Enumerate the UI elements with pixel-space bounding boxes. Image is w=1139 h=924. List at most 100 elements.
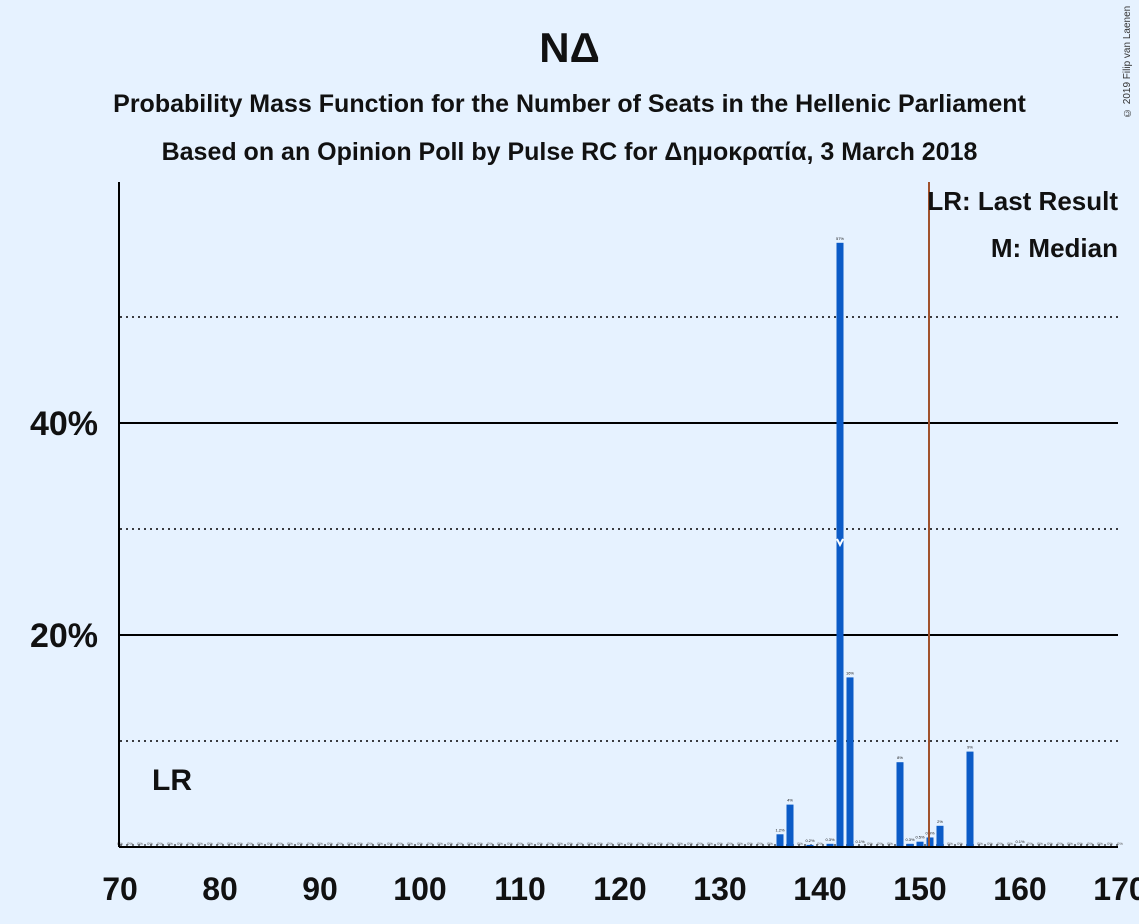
zero-label-seat-165: 0% xyxy=(1067,841,1073,846)
zero-label-seat-140: 0% xyxy=(817,841,823,846)
zero-label-seat-131: 0% xyxy=(727,841,733,846)
zero-label-seat-70: 0% xyxy=(117,841,123,846)
bar-seat-139 xyxy=(806,844,814,847)
zero-label-seat-130: 0% xyxy=(717,841,723,846)
zero-label-seat-106: 0% xyxy=(477,841,483,846)
zero-label-seat-158: 0% xyxy=(997,841,1003,846)
bar-label-seat-137: 4% xyxy=(787,798,793,803)
zero-label-seat-121: 0% xyxy=(627,841,633,846)
zero-label-seat-123: 0% xyxy=(647,841,653,846)
bar-seat-137 xyxy=(786,804,794,847)
zero-label-seat-126: 0% xyxy=(677,841,683,846)
zero-label-seat-133: 0% xyxy=(747,841,753,846)
zero-label-seat-167: 0% xyxy=(1087,841,1093,846)
zero-label-seat-146: 0% xyxy=(877,841,883,846)
zero-label-seat-71: 0% xyxy=(127,841,133,846)
bar-seat-143 xyxy=(846,677,854,847)
zero-label-seat-162: 0% xyxy=(1037,841,1043,846)
zero-label-seat-163: 0% xyxy=(1047,841,1053,846)
zero-label-seat-132: 0% xyxy=(737,841,743,846)
bar-label-seat-152: 2% xyxy=(937,819,943,824)
zero-label-seat-76: 0% xyxy=(177,841,183,846)
zero-label-seat-138: 0% xyxy=(797,841,803,846)
zero-label-seat-72: 0% xyxy=(137,841,143,846)
zero-label-seat-164: 0% xyxy=(1057,841,1063,846)
zero-label-seat-157: 0% xyxy=(987,841,993,846)
zero-label-seat-84: 0% xyxy=(257,841,263,846)
median-marker xyxy=(836,538,844,548)
zero-label-seat-81: 0% xyxy=(227,841,233,846)
zero-label-seat-91: 0% xyxy=(327,841,333,846)
zero-label-seat-125: 0% xyxy=(667,841,673,846)
zero-label-seat-128: 0% xyxy=(697,841,703,846)
x-tick-90: 90 xyxy=(302,871,338,907)
bar-label-seat-142: 57% xyxy=(836,236,844,241)
zero-label-seat-120: 0% xyxy=(617,841,623,846)
bar-label-seat-149: 0.3% xyxy=(905,837,915,842)
x-tick-110: 110 xyxy=(494,871,546,907)
bar-seat-155 xyxy=(966,751,974,847)
bar-label-seat-151: 0.9% xyxy=(925,830,935,835)
zero-label-seat-104: 0% xyxy=(457,841,463,846)
zero-label-seat-82: 0% xyxy=(237,841,243,846)
zero-label-seat-103: 0% xyxy=(447,841,453,846)
zero-label-seat-117: 0% xyxy=(587,841,593,846)
bar-label-seat-143: 16% xyxy=(846,670,854,675)
bar-seat-150 xyxy=(916,841,924,847)
chart-title: ΝΔ xyxy=(539,24,600,71)
zero-label-seat-159: 0% xyxy=(1007,841,1013,846)
bar-seat-141 xyxy=(826,843,834,847)
zero-label-seat-124: 0% xyxy=(657,841,663,846)
zero-label-seat-119: 0% xyxy=(607,841,613,846)
zero-label-seat-114: 0% xyxy=(557,841,563,846)
zero-label-seat-156: 0% xyxy=(977,841,983,846)
chart-subtitle-line2: Based on an Opinion Poll by Pulse RC for… xyxy=(161,138,978,166)
zero-label-seat-77: 0% xyxy=(187,841,193,846)
zero-label-seat-115: 0% xyxy=(567,841,573,846)
x-tick-120: 120 xyxy=(593,871,646,907)
zero-label-seat-112: 0% xyxy=(537,841,543,846)
x-tick-150: 150 xyxy=(893,871,946,907)
zero-label-seat-118: 0% xyxy=(597,841,603,846)
gridlines xyxy=(120,316,1118,846)
legend: LR: Last Result M: Median xyxy=(927,186,1118,263)
zero-label-seat-166: 0% xyxy=(1077,841,1083,846)
zero-label-seat-89: 0% xyxy=(307,841,313,846)
legend-last-result: LR: Last Result xyxy=(927,186,1118,216)
zero-label-seat-94: 0% xyxy=(357,841,363,846)
legend-median: M: Median xyxy=(991,233,1118,263)
zero-label-seat-109: 0% xyxy=(507,841,513,846)
x-tick-140: 140 xyxy=(793,871,846,907)
zero-label-seat-83: 0% xyxy=(247,841,253,846)
zero-label-seat-88: 0% xyxy=(297,841,303,846)
zero-label-seat-127: 0% xyxy=(687,841,693,846)
zero-label-seat-86: 0% xyxy=(277,841,283,846)
zero-label-seat-73: 0% xyxy=(147,841,153,846)
zero-label-seat-101: 0% xyxy=(427,841,433,846)
bar-seat-149 xyxy=(906,843,914,847)
bar-label-seat-148: 8% xyxy=(897,755,903,760)
zero-label-seat-147: 0% xyxy=(887,841,893,846)
zero-label-seat-105: 0% xyxy=(467,841,473,846)
zero-label-seat-168: 0% xyxy=(1097,841,1103,846)
zero-label-seat-74: 0% xyxy=(157,841,163,846)
bar-label-seat-139: 0.2% xyxy=(805,838,815,843)
zero-label-seat-169: 0% xyxy=(1107,841,1113,846)
zero-label-seat-134: 0% xyxy=(757,841,763,846)
x-tick-80: 80 xyxy=(202,871,238,907)
chart-subtitle-line1: Probability Mass Function for the Number… xyxy=(113,90,1026,118)
zero-label-seat-102: 0% xyxy=(437,841,443,846)
zero-label-seat-90: 0% xyxy=(317,841,323,846)
tick-labels: 70 80 90 100 110 120 130 140 150 160 170 20% 40% xyxy=(30,405,1139,907)
x-tick-100: 100 xyxy=(393,871,446,907)
zero-label-seat-108: 0% xyxy=(497,841,503,846)
zero-label-seat-116: 0% xyxy=(577,841,583,846)
zero-label-seat-80: 0% xyxy=(217,841,223,846)
bar-seat-136 xyxy=(776,834,784,847)
bar-seat-152 xyxy=(936,825,944,847)
x-tick-160: 160 xyxy=(993,871,1046,907)
bar-label-seat-141: 0.3% xyxy=(825,837,835,842)
x-tick-130: 130 xyxy=(693,871,746,907)
zero-label-seat-107: 0% xyxy=(487,841,493,846)
